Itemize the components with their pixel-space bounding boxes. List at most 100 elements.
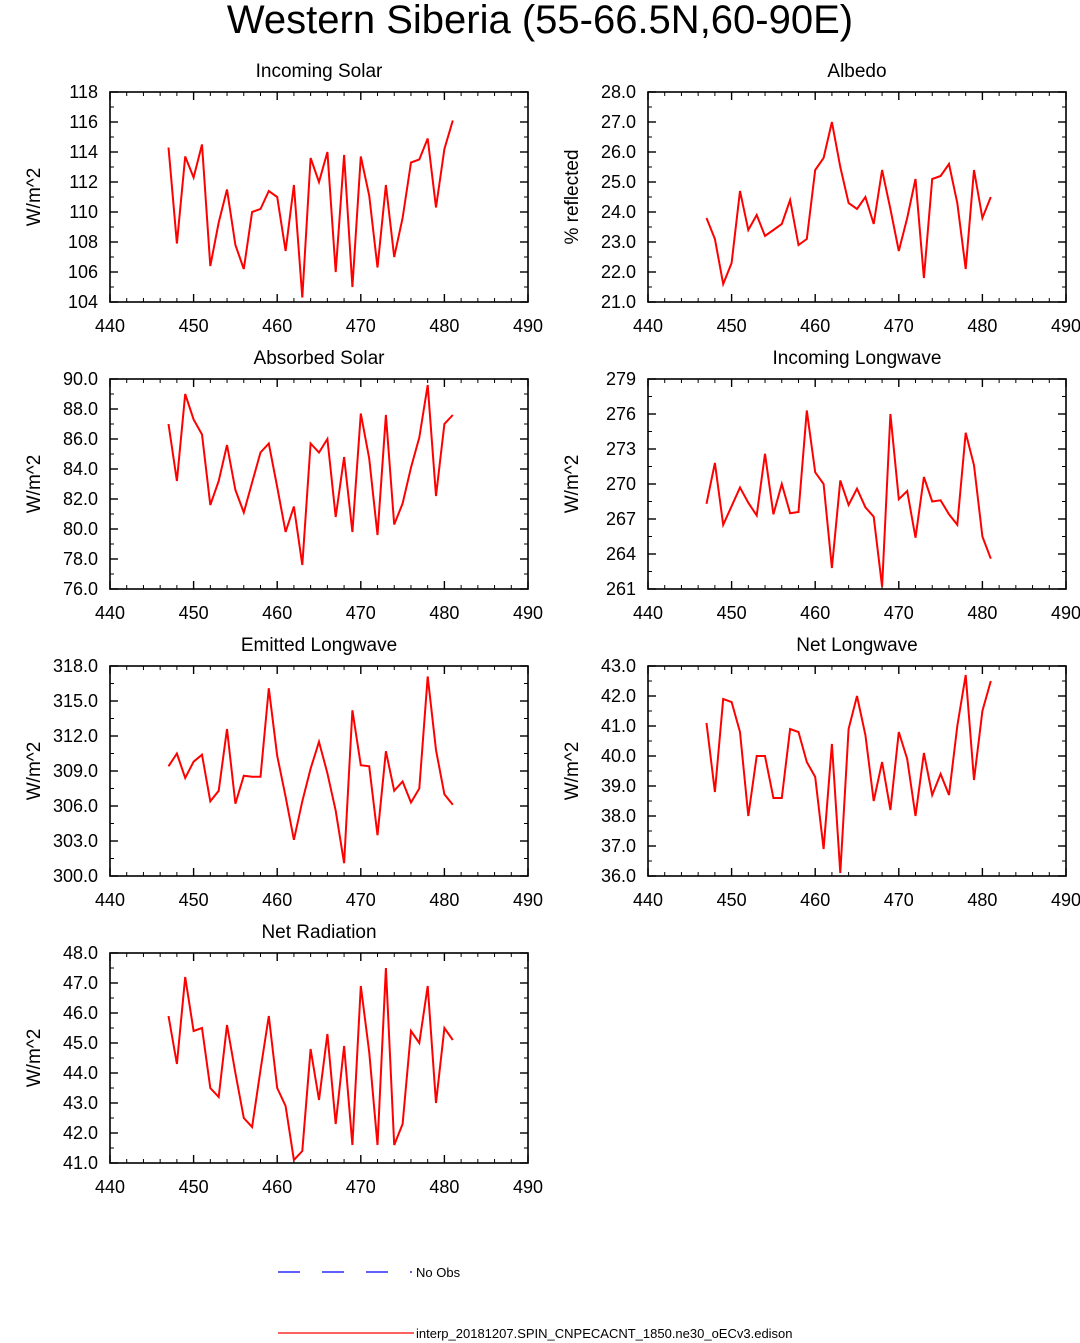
x-tick-label: 490 [1051, 890, 1080, 910]
y-tick-label: 46.0 [63, 1003, 98, 1023]
y-tick-label: 300.0 [53, 866, 98, 886]
y-tick-label: 22.0 [601, 262, 636, 282]
y-tick-label: 104 [68, 292, 98, 312]
y-tick-label: 41.0 [601, 716, 636, 736]
series-line [167, 676, 454, 864]
y-tick-label: 42.0 [63, 1123, 98, 1143]
x-tick-label: 460 [262, 1177, 292, 1197]
x-tick-label: 450 [179, 603, 209, 623]
y-tick-label: 43.0 [601, 656, 636, 676]
y-tick-label: 39.0 [601, 776, 636, 796]
x-tick-label: 460 [800, 603, 830, 623]
x-tick-label: 490 [513, 316, 543, 336]
panel-title: Absorbed Solar [254, 348, 386, 369]
y-axis-label: W/m^2 [24, 168, 45, 227]
y-tick-label: 110 [69, 202, 98, 222]
y-tick-label: 45.0 [63, 1033, 98, 1053]
y-tick-label: 23.0 [601, 232, 636, 252]
y-tick-label: 44.0 [63, 1063, 98, 1083]
panel-title: Albedo [827, 61, 886, 82]
y-tick-label: 116 [69, 112, 98, 132]
series-line [705, 410, 992, 587]
y-axis-label: W/m^2 [562, 455, 583, 514]
y-tick-label: 28.0 [601, 82, 636, 102]
chart-panel-7: Net Radiation W/m^2 440 450 460 470 480 490 41.0… [24, 922, 543, 1197]
x-tick-label: 460 [262, 316, 292, 336]
y-tick-label: 318.0 [53, 656, 98, 676]
y-tick-label: 40.0 [601, 746, 636, 766]
y-tick-label: 21.0 [601, 292, 636, 312]
x-tick-label: 460 [262, 603, 292, 623]
y-tick-label: 36.0 [601, 866, 636, 886]
series-line [167, 384, 454, 566]
y-tick-label: 114 [69, 142, 98, 162]
y-tick-label: 306.0 [53, 796, 98, 816]
y-tick-label: 309.0 [53, 761, 98, 781]
x-tick-label: 480 [429, 603, 459, 623]
x-tick-label: 480 [429, 1177, 459, 1197]
y-tick-label: 312.0 [53, 726, 98, 746]
y-tick-label: 37.0 [601, 836, 636, 856]
chart-panel-1: Incoming Solar W/m^2 440 450 460 470 480 490 104… [24, 61, 543, 336]
series-line [705, 674, 992, 874]
panel-title: Net Longwave [796, 635, 917, 656]
x-tick-label: 470 [346, 890, 376, 910]
chart-panel-6: Net Longwave W/m^2 440 450 460 470 480 490 36.0 3… [562, 635, 1080, 910]
y-tick-label: 270 [606, 474, 636, 494]
x-tick-label: 450 [179, 316, 209, 336]
x-tick-label: 470 [346, 603, 376, 623]
x-tick-label: 490 [1051, 316, 1080, 336]
y-tick-label: 273 [606, 439, 636, 459]
y-tick-label: 26.0 [601, 142, 636, 162]
x-tick-label: 490 [513, 890, 543, 910]
panel-title: Net Radiation [261, 922, 376, 943]
chart-panel-3: Absorbed Solar W/m^2 440 450 460 470 480 490 76.… [24, 348, 543, 623]
x-tick-label: 470 [884, 316, 914, 336]
panel-title: Incoming Longwave [773, 348, 942, 369]
panel-title: Emitted Longwave [241, 635, 397, 656]
legend-obs-label: No Obs [416, 1265, 461, 1280]
x-tick-label: 460 [262, 890, 292, 910]
y-tick-label: 267 [606, 509, 636, 529]
y-tick-label: 279 [606, 369, 636, 389]
x-tick-label: 450 [717, 603, 747, 623]
y-tick-label: 303.0 [53, 831, 98, 851]
y-tick-label: 43.0 [63, 1093, 98, 1113]
y-tick-label: 261 [606, 579, 636, 599]
x-tick-label: 440 [633, 603, 663, 623]
y-tick-label: 41.0 [63, 1153, 98, 1173]
x-tick-label: 450 [717, 316, 747, 336]
x-tick-label: 480 [967, 316, 997, 336]
y-tick-label: 112 [69, 172, 98, 192]
y-tick-label: 82.0 [63, 489, 98, 509]
x-tick-label: 480 [967, 890, 997, 910]
y-axis-label: W/m^2 [24, 1029, 45, 1088]
x-tick-label: 470 [884, 603, 914, 623]
y-axis-label: W/m^2 [562, 742, 583, 801]
y-tick-label: 84.0 [63, 459, 98, 479]
y-tick-label: 315.0 [53, 691, 98, 711]
y-tick-label: 76.0 [63, 579, 98, 599]
x-tick-label: 490 [513, 1177, 543, 1197]
x-tick-label: 440 [633, 890, 663, 910]
y-tick-label: 78.0 [63, 549, 98, 569]
y-tick-label: 25.0 [601, 172, 636, 192]
y-tick-label: 88.0 [63, 399, 98, 419]
x-tick-label: 470 [346, 316, 376, 336]
y-axis-label: W/m^2 [24, 742, 45, 801]
x-tick-label: 450 [717, 890, 747, 910]
x-tick-label: 480 [429, 316, 459, 336]
y-tick-label: 24.0 [601, 202, 636, 222]
x-tick-label: 440 [95, 1177, 125, 1197]
chart-panel-2: Albedo % reflected 440 450 460 470 480 490 21.0 2… [562, 61, 1080, 336]
x-tick-label: 440 [95, 603, 125, 623]
x-tick-label: 470 [884, 890, 914, 910]
x-tick-label: 450 [179, 890, 209, 910]
y-axis-label: % reflected [562, 149, 583, 244]
x-tick-label: 440 [95, 316, 125, 336]
legend-model-label: interp_20181207.SPIN_CNPECACNT_1850.ne30… [416, 1326, 793, 1341]
x-tick-label: 460 [800, 316, 830, 336]
y-axis-label: W/m^2 [24, 455, 45, 514]
